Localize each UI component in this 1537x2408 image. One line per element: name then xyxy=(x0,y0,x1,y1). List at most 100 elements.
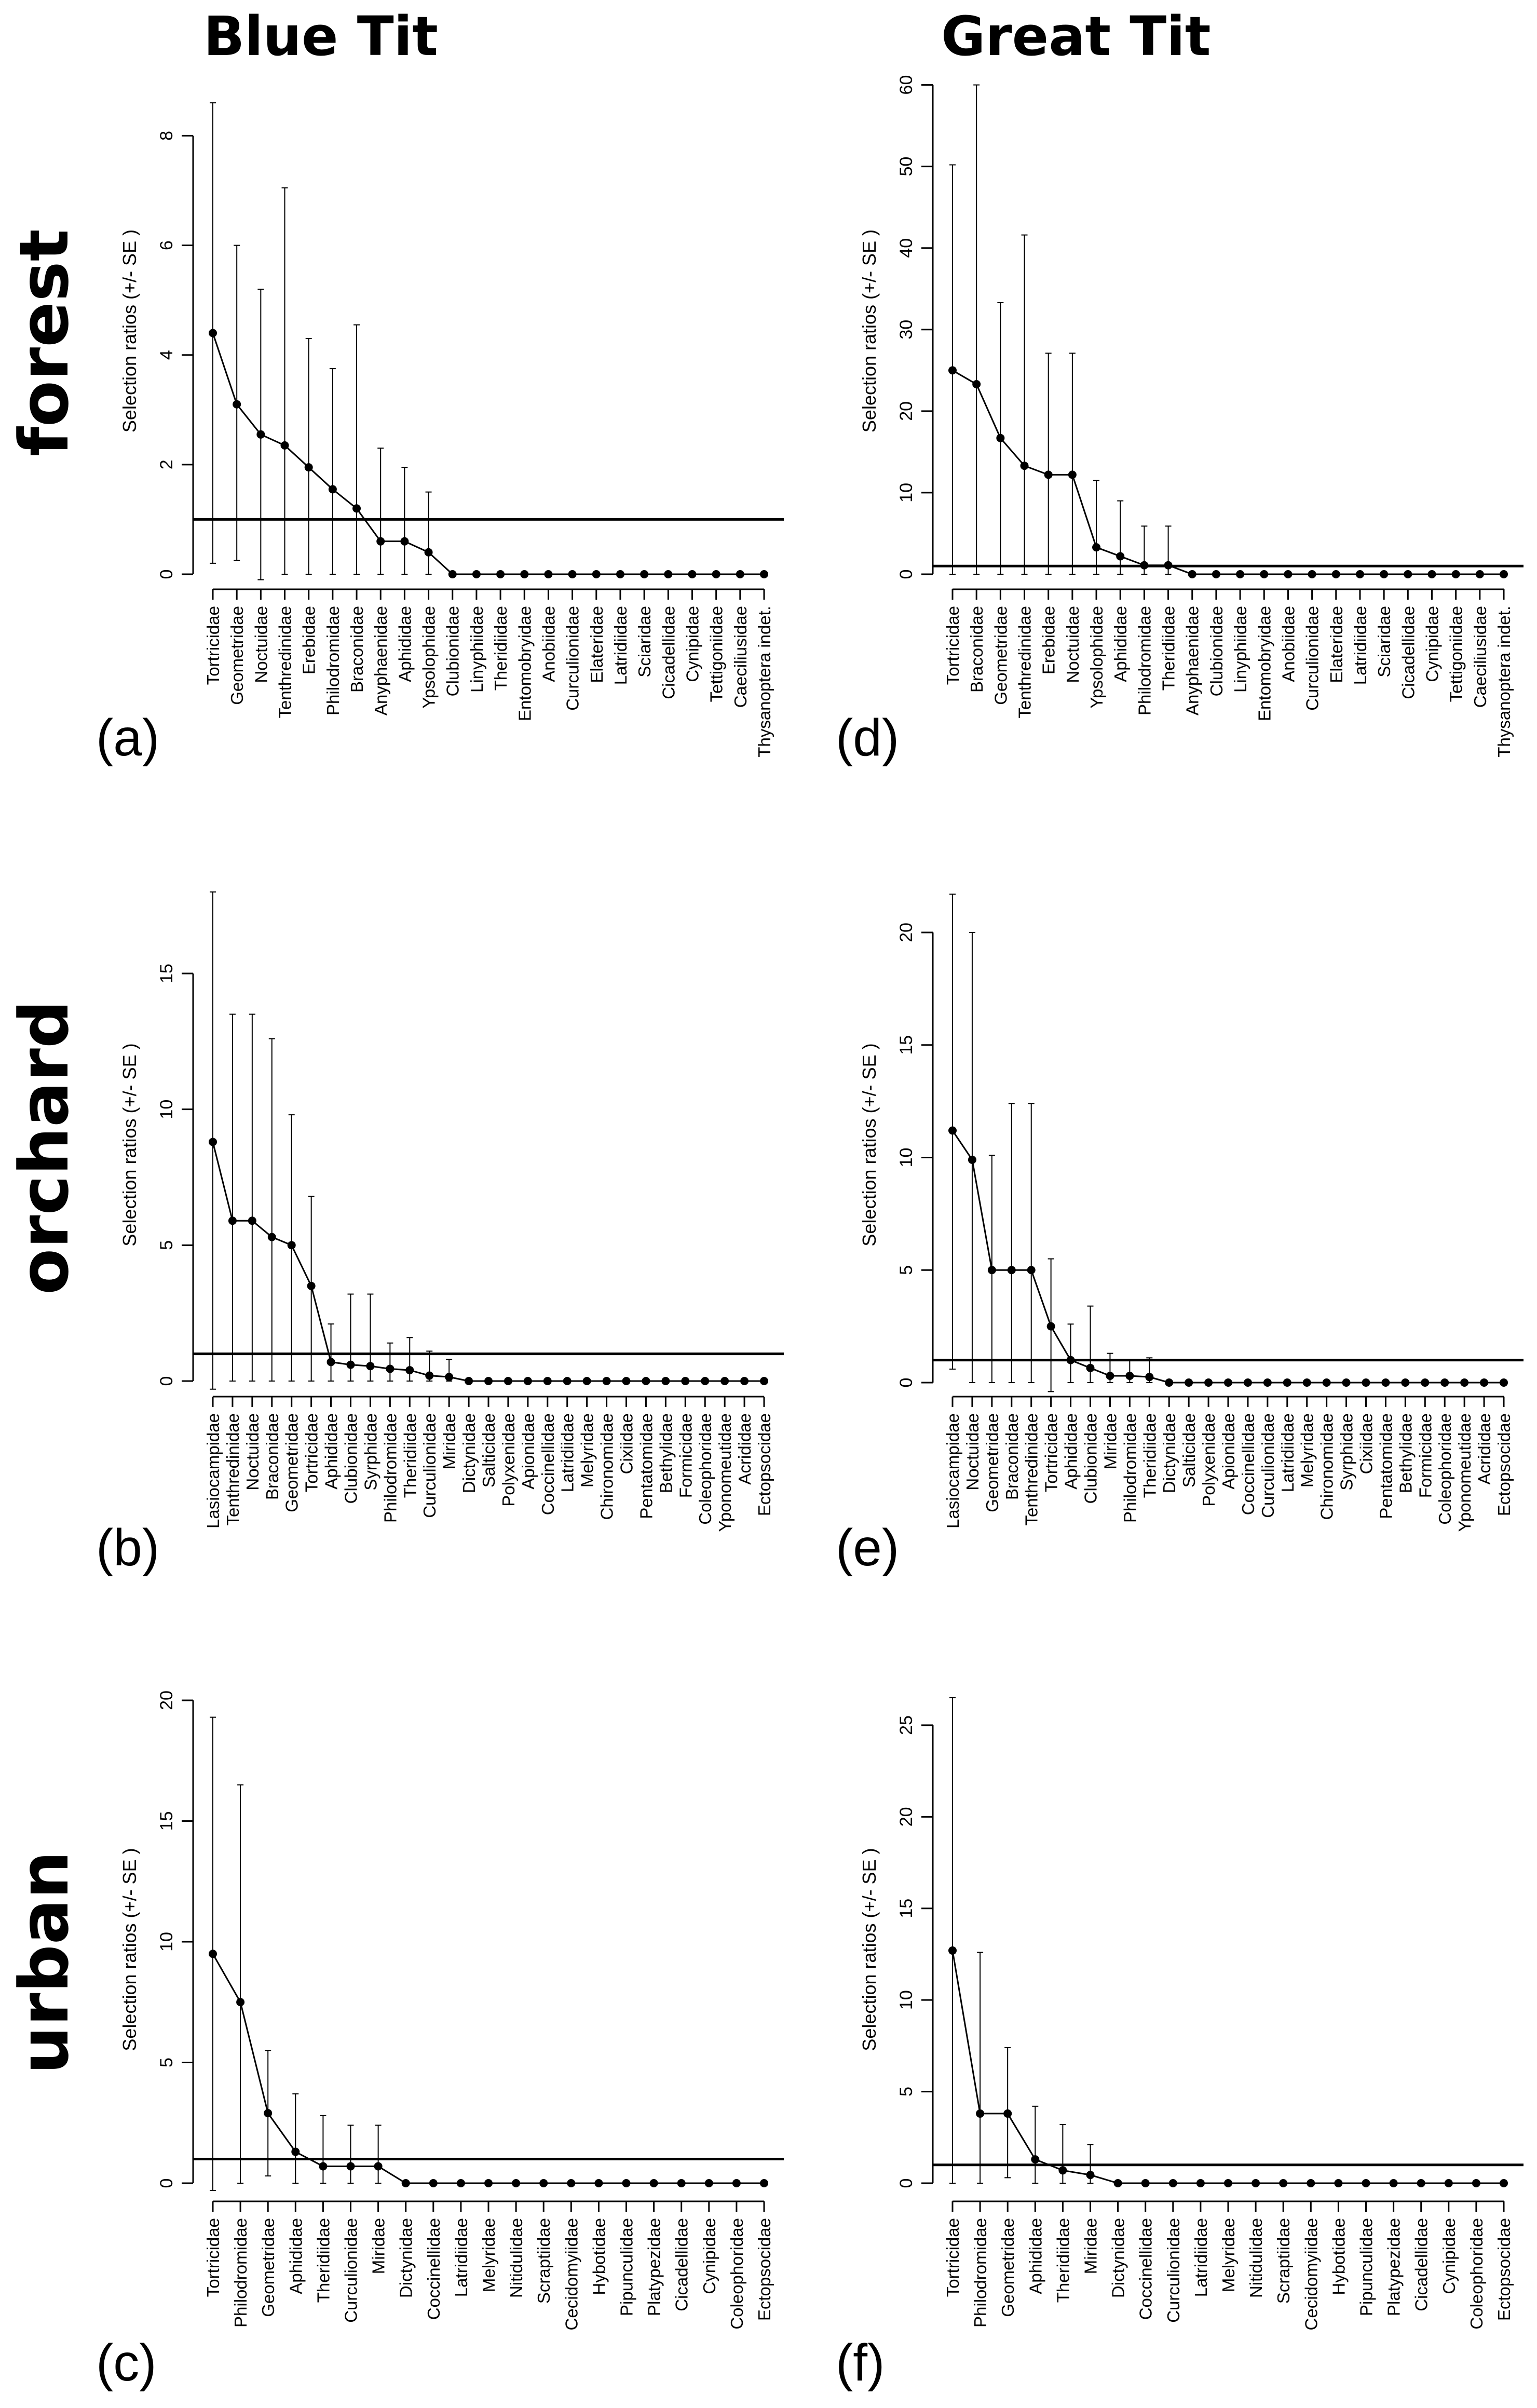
x-tick-label: Apionidae xyxy=(1219,1413,1238,1490)
x-tick-label: Latridiidae xyxy=(1191,2218,1210,2297)
data-point xyxy=(1362,2179,1370,2187)
x-tick-label: Platypezidae xyxy=(645,2218,664,2316)
x-tick-label: Noctuidae xyxy=(963,1413,982,1491)
data-point xyxy=(1125,1371,1134,1380)
data-point xyxy=(424,548,433,557)
x-tick-label: Tettigoniidae xyxy=(1447,606,1466,702)
panel-letter: (a) xyxy=(96,709,159,767)
x-tick-label: Braconidae xyxy=(967,606,986,693)
y-axis-label: Selection ratios (+/- SE ) xyxy=(119,229,140,432)
x-tick-label: Latridiidae xyxy=(558,1413,577,1492)
column-title-great-tit: Great Tit xyxy=(941,5,1211,68)
y-tick-label: 0 xyxy=(896,570,916,579)
panel-letter: (e) xyxy=(836,1519,899,1577)
data-point xyxy=(649,2179,658,2187)
data-point xyxy=(1460,1378,1469,1387)
data-point xyxy=(622,1377,631,1385)
x-tick-label: Clubionidae xyxy=(1081,1413,1100,1504)
data-point xyxy=(642,1377,650,1385)
x-tick-label: Miridae xyxy=(1081,2218,1100,2274)
data-point xyxy=(1355,570,1364,578)
series-line xyxy=(212,1142,764,1382)
data-point xyxy=(1044,470,1053,479)
data-point xyxy=(1307,2179,1315,2187)
x-tick-label: Pipunculidae xyxy=(1357,2218,1376,2316)
data-point xyxy=(1472,2179,1480,2187)
x-tick-label: Syrphidae xyxy=(1337,1413,1356,1491)
data-point xyxy=(543,1377,552,1385)
data-point xyxy=(1342,1378,1351,1387)
data-point xyxy=(1196,2179,1205,2187)
x-tick-label: Ypsolophidae xyxy=(419,606,439,709)
x-tick-label: Geometridae xyxy=(991,606,1010,705)
x-tick-label: Chironomidae xyxy=(1317,1413,1337,1520)
x-tick-label: Coleophoridae xyxy=(727,2218,746,2330)
data-point xyxy=(401,2179,410,2187)
data-point xyxy=(1007,1266,1016,1275)
y-axis-label: Selection ratios (+/- SE ) xyxy=(119,1848,140,2051)
x-tick-label: Thysanoptera indet. xyxy=(1494,606,1514,757)
y-axis-label: Selection ratios (+/- SE ) xyxy=(859,229,880,432)
x-tick-label: Geometridae xyxy=(259,2218,278,2317)
x-tick-label: Braconidae xyxy=(347,606,366,693)
data-point xyxy=(760,2179,768,2187)
data-point xyxy=(405,1366,414,1375)
data-point xyxy=(1331,570,1340,578)
x-tick-label: Cecidomyiidae xyxy=(562,2218,581,2330)
data-point xyxy=(594,2179,603,2187)
x-tick-label: Braconidae xyxy=(263,1413,282,1500)
data-point xyxy=(1401,1378,1410,1387)
data-point xyxy=(1113,2179,1122,2187)
x-tick-label: Coleophoridae xyxy=(696,1413,715,1525)
data-point xyxy=(1263,1378,1272,1387)
x-tick-label: Braconidae xyxy=(1002,1413,1022,1500)
x-tick-label: Aphididae xyxy=(1026,2218,1045,2294)
data-point xyxy=(1417,2179,1425,2187)
x-tick-label: Erebidae xyxy=(300,606,319,674)
panel-letter: (f) xyxy=(836,2334,885,2392)
x-tick-label: Cynipidae xyxy=(1439,2218,1459,2294)
data-point xyxy=(1164,561,1173,570)
x-tick-label: Clubionidae xyxy=(1207,606,1226,696)
x-tick-label: Lasiocampidae xyxy=(203,1413,223,1528)
x-tick-label: Cicadellidae xyxy=(659,606,678,699)
x-tick-label: Curculionidae xyxy=(563,606,582,711)
data-point xyxy=(267,1233,276,1241)
x-tick-label: Formicidae xyxy=(1416,1413,1435,1498)
x-tick-label: Curculionidae xyxy=(1164,2218,1183,2323)
x-tick-label: Noctuidae xyxy=(1063,606,1082,683)
x-tick-label: Aphididae xyxy=(286,2218,305,2294)
x-tick-label: Latridiidae xyxy=(452,2218,471,2297)
x-tick-label: Geometridae xyxy=(282,1413,302,1512)
data-point xyxy=(567,2179,576,2187)
x-tick-label: Coccinellidae xyxy=(1136,2218,1155,2320)
data-point xyxy=(1381,1378,1390,1387)
x-tick-label: Tenthredinidae xyxy=(1015,606,1035,719)
data-point xyxy=(376,537,385,546)
x-tick-label: Miridae xyxy=(369,2218,388,2274)
data-point xyxy=(1185,1378,1193,1387)
data-point xyxy=(291,2147,300,2156)
x-tick-label: Philodromidae xyxy=(323,606,343,715)
data-point xyxy=(704,2179,713,2187)
x-tick-label: Linyphiidae xyxy=(467,606,486,693)
data-point xyxy=(327,1358,335,1367)
x-tick-label: Sciaridae xyxy=(635,606,654,678)
x-tick-label: Bethylidae xyxy=(656,1413,675,1493)
data-point xyxy=(1440,1378,1449,1387)
x-tick-label: Tenthredinidae xyxy=(223,1413,242,1526)
x-tick-label: Dictynidae xyxy=(397,2218,416,2298)
data-point xyxy=(622,2179,631,2187)
data-point xyxy=(1106,1371,1114,1380)
y-tick-label: 10 xyxy=(157,1100,176,1119)
x-tick-label: Hybotidae xyxy=(589,2218,608,2295)
data-point xyxy=(209,1138,217,1146)
x-tick-label: Entomobryidae xyxy=(515,606,534,721)
x-tick-label: Tettigoniidae xyxy=(707,606,726,702)
data-point xyxy=(346,1360,355,1369)
x-tick-label: Curculionidae xyxy=(1258,1413,1277,1518)
x-tick-label: Tortricidae xyxy=(203,606,223,685)
data-point xyxy=(948,1126,957,1135)
x-tick-label: Philodromidae xyxy=(231,2218,250,2328)
